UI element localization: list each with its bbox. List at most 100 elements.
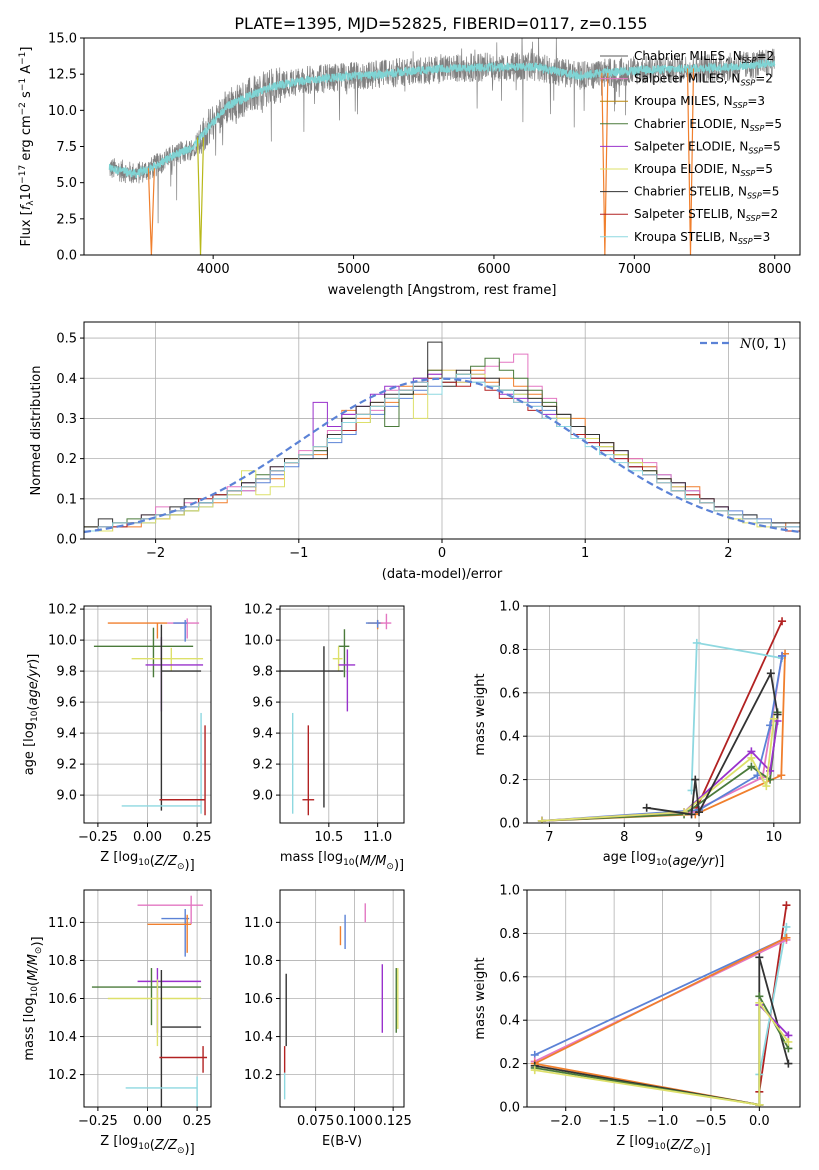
spectrum-sharp-line <box>686 68 695 255</box>
label-part: A <box>19 65 34 78</box>
y-tick-label: 9.8 <box>56 665 77 680</box>
plot-area <box>530 901 793 1107</box>
label-part: ( <box>355 854 360 869</box>
y-tick-label: 10.4 <box>244 1030 273 1045</box>
legend-part: =5 <box>762 185 780 199</box>
label-part: ] <box>399 858 404 873</box>
y-tick-label: 0.3 <box>56 412 77 427</box>
legend-entry: Salpeter ELODIE, NSSP=5 <box>634 139 781 155</box>
x-tick-label: −1.0 <box>647 1114 679 1129</box>
label-part: ) <box>714 854 719 869</box>
x-tick-label: −1 <box>289 546 308 561</box>
y-tick-label: 9.0 <box>56 789 77 804</box>
y-axis-label: age [log10(age/yr)] <box>22 654 41 776</box>
y-tick-label: 0.4 <box>499 1014 520 1029</box>
mass-weight-series <box>534 1000 790 1106</box>
gaussian-curve <box>84 377 800 534</box>
x-tick-label: 0.100 <box>336 1114 373 1129</box>
mass-weight-marker <box>755 953 764 962</box>
label-part: Flux [ <box>19 210 34 246</box>
legend-sub: SSP <box>747 192 762 201</box>
y-tick-label: 9.4 <box>252 727 273 742</box>
label-part: mass [ <box>280 850 323 865</box>
x-tick-label: 8 <box>620 830 628 845</box>
label-part: ] <box>19 47 34 52</box>
x-tick-label: 6000 <box>477 262 510 277</box>
legend-sub: SSP <box>738 237 753 246</box>
x-tick-label: 0.00 <box>133 830 162 845</box>
y-tick-label: 10.4 <box>48 1030 77 1045</box>
label-part: −1 <box>18 52 28 65</box>
legend-entry: Chabrier STELIB, NSSP=5 <box>634 185 779 201</box>
mass-weight-marker <box>692 638 701 647</box>
spectrum-sharp-line <box>147 168 155 255</box>
label-part: −2 <box>18 102 28 115</box>
axes-frame <box>526 889 801 1108</box>
x-tick-label: 0.25 <box>183 830 212 845</box>
y-tick-label: 0.0 <box>499 1101 520 1116</box>
y-tick-label: 7.5 <box>56 140 77 155</box>
y-tick-label: 9.2 <box>56 758 77 773</box>
x-axis-label: Z [log10(Z/Z⊙)] <box>100 1134 194 1157</box>
mass-weight-marker <box>747 762 756 771</box>
x-tick-label: 0.075 <box>297 1114 334 1129</box>
mass-weight-series <box>541 655 783 822</box>
y-tick-label: 11.0 <box>48 916 77 931</box>
label-part: log <box>118 850 138 865</box>
label-part: −17 <box>18 165 28 184</box>
label-part: s <box>19 91 34 102</box>
label-italic: Z/Z <box>670 1138 694 1153</box>
label-part: ] <box>719 854 724 869</box>
label-part: ] <box>190 1142 195 1157</box>
mass-weight-marker <box>642 803 651 812</box>
label-part: ) <box>185 858 190 873</box>
legend-part: Salpeter STELIB, N <box>634 207 746 221</box>
y-tick-label: 0.2 <box>56 452 77 467</box>
label-part: mass weight <box>473 673 488 755</box>
label-part: ( <box>150 854 155 869</box>
label-sub: ⊙ <box>177 862 185 872</box>
label-part: E(B-V) <box>322 1134 362 1149</box>
label-part: Z [ <box>616 1134 634 1149</box>
label-part: ] <box>190 858 195 873</box>
label-part: ) <box>30 941 45 946</box>
legend-entry: Chabrier ELODIE, NSSP=5 <box>634 117 782 133</box>
y-tick-label: 9.4 <box>56 727 77 742</box>
y-tick-label: 12.5 <box>48 68 77 83</box>
mass-weight-marker <box>766 669 775 678</box>
axes-frame <box>83 605 212 824</box>
label-part: ] <box>706 1142 711 1157</box>
label-part: age [ <box>22 742 37 775</box>
plot-area <box>84 341 800 539</box>
y-tick-label: 0.0 <box>56 249 77 264</box>
y-tick-label: 0.4 <box>56 372 77 387</box>
legend-sub: SSP <box>750 124 765 133</box>
x-tick-label: 1 <box>581 546 589 561</box>
label-part: log <box>634 1134 654 1149</box>
label-sub: ⊙ <box>693 1146 701 1156</box>
legend-part: =3 <box>753 230 771 244</box>
label-italic: age/yr <box>672 854 715 869</box>
y-tick-label: 10.6 <box>244 992 273 1007</box>
label-part: ) <box>394 858 399 873</box>
y-tick-label: 1.0 <box>499 884 520 899</box>
y-tick-label: 10.0 <box>244 634 273 649</box>
x-tick-label: −0.5 <box>695 1114 727 1129</box>
x-tick-label: 2 <box>724 546 732 561</box>
label-sub: ⊙ <box>34 947 44 955</box>
y-tick-label: 9.0 <box>252 789 273 804</box>
mass-weight-marker <box>777 771 786 780</box>
axes-frame <box>83 321 801 540</box>
spectrum-sharp-line <box>601 72 609 255</box>
x-tick-label: 4000 <box>197 262 230 277</box>
x-tick-label: 7 <box>545 830 553 845</box>
mass-weight-series <box>541 653 786 822</box>
y-axis-label: mass [log10(M/M⊙)] <box>22 936 45 1060</box>
y-tick-label: 0.2 <box>499 1057 520 1072</box>
x-axis-label: mass [log10(M/M⊙)] <box>280 850 404 873</box>
mass-weight-series <box>646 670 779 816</box>
y-tick-label: 2.5 <box>56 212 77 227</box>
mass-weight-series <box>534 936 787 1056</box>
label-part: log <box>22 722 37 742</box>
